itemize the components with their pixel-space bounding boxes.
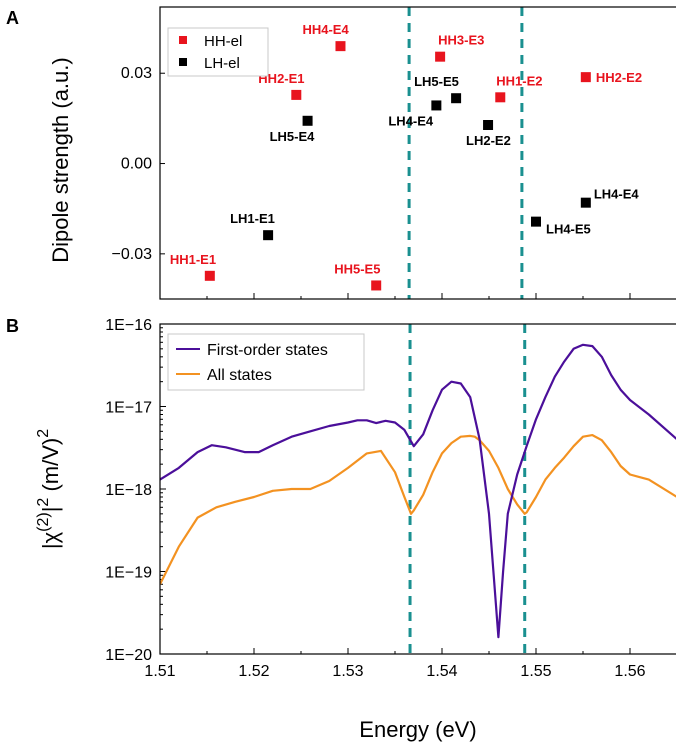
panel-a-label: A <box>6 8 19 28</box>
legend-label-lh: LH-el <box>204 55 240 72</box>
panel-b-xtick-label: 1.51 <box>144 663 175 680</box>
panel-b-frame <box>159 323 676 655</box>
ylabel-units: (m/V) <box>38 438 63 498</box>
panel-a-point-lh-el <box>580 197 591 208</box>
panel-b-xtick-label: 1.54 <box>426 663 457 680</box>
panel-a-point-hh-el <box>291 89 302 100</box>
panel-a-point-label: LH5-E4 <box>270 129 316 144</box>
panel-a-point-hh-el <box>335 41 346 52</box>
panel-a-point-label: LH4-E5 <box>546 222 591 237</box>
panel-b-legend-box <box>167 333 365 391</box>
panel-a-point-label: LH4-E4 <box>594 187 640 202</box>
panel-a-point-hh-el <box>371 280 382 291</box>
panel-b-plot-area: 1E−16 1E−17 1E−18 1E−19 1E−201.51 1.52 1.53 1.5… <box>105 317 676 680</box>
panel-a-point-label: HH5-E5 <box>334 261 380 276</box>
panel-a-frame <box>159 6 676 300</box>
panel-b-ytick-label: 1E−17 <box>105 400 152 417</box>
panel-a-point-label: HH2-E1 <box>258 71 304 86</box>
panel-a-point-lh-el <box>302 115 313 126</box>
panel-a-point-lh-el <box>483 120 494 131</box>
panel-a-point-label: LH4-E4 <box>388 113 434 128</box>
ylabel-abs-close: | <box>38 507 63 513</box>
legend-label-first-order: First-order states <box>207 342 328 359</box>
panel-b-xtick-label: 1.52 <box>238 663 269 680</box>
panel-b-xlabel: Energy (eV) <box>359 717 476 742</box>
series-first-order-line <box>160 343 676 639</box>
legend-label-hh: HH-el <box>204 33 242 50</box>
panel-b-xtick-label: 1.53 <box>332 663 363 680</box>
panel-a-point-label: LH5-E5 <box>414 74 459 89</box>
panel-b-label: B <box>6 316 19 336</box>
panel-b-ytick-label: 1E−20 <box>105 647 152 664</box>
panel-b-ylabel: |χ(2)|2 (m/V)2 <box>35 429 63 549</box>
panel-b-ytick-label: 1E−16 <box>105 317 152 334</box>
panel-a-point-label: HH1-E2 <box>496 73 542 88</box>
panel-b-xtick-label: 1.55 <box>520 663 551 680</box>
panel-b-ytick-label: 1E−19 <box>105 565 152 582</box>
panel-a-point-label: LH2-E2 <box>466 133 511 148</box>
panel-a-point-hh-el <box>580 72 591 83</box>
legend-marker-hh <box>179 36 187 44</box>
panel-b-legend: First-order states All states <box>167 333 365 391</box>
panel-a-ylabel: Dipole strength (a.u.) <box>48 57 73 262</box>
panel-a-ytick-label: 0.03 <box>121 65 152 82</box>
ylabel-power-sup: 2 <box>35 498 52 507</box>
panel-a-point-label: HH3-E3 <box>438 33 484 48</box>
ylabel-units-sup: 2 <box>35 429 52 438</box>
panel-a-point-hh-el <box>435 51 446 62</box>
panel-a-plot-area: 0.03 0.00 −0.03 HH1-E1 HH2-E1 HH4-E4 HH5-E5 HH3… <box>112 7 642 299</box>
panel-a-point-label: HH1-E1 <box>170 252 216 267</box>
legend-marker-lh <box>179 58 187 66</box>
panel-a-point-label: HH4-E4 <box>302 22 349 37</box>
panel-a-ytick-label: 0.00 <box>121 156 152 173</box>
panel-a-point-lh-el <box>431 100 442 111</box>
panel-a-point-hh-el <box>495 92 506 103</box>
ylabel-order-sup: (2) <box>35 512 52 532</box>
panel-a-point-label: HH2-E2 <box>596 70 642 85</box>
panel-a-legend: HH-el LH-el <box>167 27 269 77</box>
panel-a-point-hh-el <box>204 270 215 281</box>
panel-a-point-lh-el <box>451 93 462 104</box>
panel-b-xtick-label: 1.56 <box>614 663 645 680</box>
panel-b-ytick-label: 1E−18 <box>105 482 152 499</box>
ylabel-chi-part: |χ <box>38 531 63 549</box>
series-all-states-line <box>160 434 676 585</box>
panel-a-point-lh-el <box>263 230 274 241</box>
panel-a-ytick-label: −0.03 <box>112 246 153 263</box>
legend-label-all-states: All states <box>207 367 272 384</box>
panel-a-point-label: LH1-E1 <box>230 211 275 226</box>
panel-a-point-lh-el <box>531 216 541 227</box>
